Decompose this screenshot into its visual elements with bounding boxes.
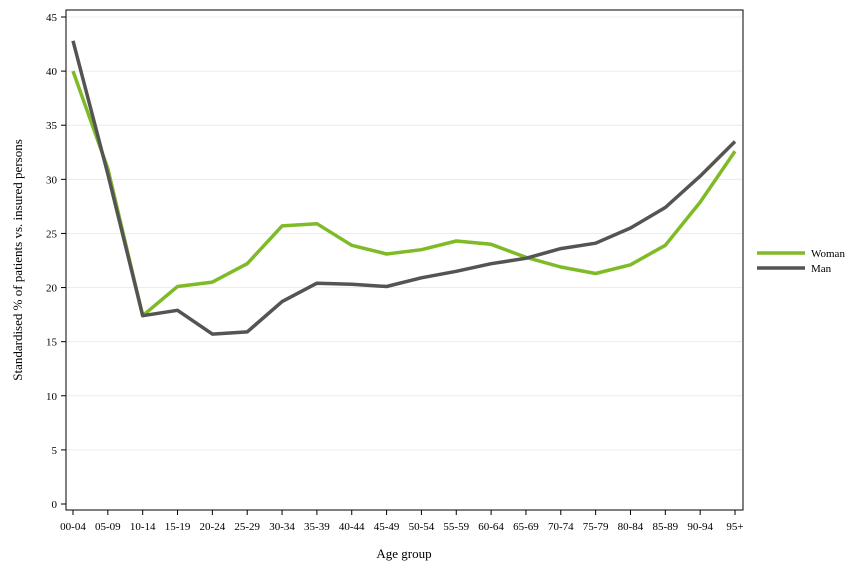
y-tick-label: 5 xyxy=(52,445,58,457)
x-tick-label: 75-79 xyxy=(583,521,609,533)
plot-frame xyxy=(65,9,744,511)
x-tick-label: 00-04 xyxy=(60,521,86,533)
x-tick-label: 85-89 xyxy=(652,521,678,533)
x-tick-label: 20-24 xyxy=(200,521,226,533)
series-line-man xyxy=(71,40,737,336)
x-tick-label: 10-14 xyxy=(130,521,156,533)
y-tick-label: 35 xyxy=(46,120,58,132)
y-axis-ticks: 0 5 10 15 20 25 30 35 40 45 xyxy=(46,12,66,511)
x-tick-label: 65-69 xyxy=(513,521,539,533)
x-tick-label: 30-34 xyxy=(269,521,295,533)
x-tick-label: 90-94 xyxy=(687,521,713,533)
series-line-woman xyxy=(71,70,737,318)
y-tick-label: 45 xyxy=(46,12,58,24)
x-tick-label: 95+ xyxy=(726,521,743,533)
legend-label-woman: Woman xyxy=(811,248,845,260)
y-tick-label: 30 xyxy=(46,174,58,186)
x-tick-label: 25-29 xyxy=(234,521,260,533)
y-tick-label: 25 xyxy=(46,228,58,240)
x-tick-label: 40-44 xyxy=(339,521,365,533)
x-tick-label: 45-49 xyxy=(374,521,400,533)
legend-label-man: Man xyxy=(811,263,832,275)
y-axis-title: Standardised % of patients vs. insured p… xyxy=(10,139,25,381)
y-tick-label: 40 xyxy=(46,66,58,78)
x-axis-title: Age group xyxy=(376,546,431,561)
x-tick-label: 60-64 xyxy=(478,521,504,533)
x-tick-label: 05-09 xyxy=(95,521,121,533)
x-tick-label: 55-59 xyxy=(443,521,469,533)
x-axis-ticks: 00-04 05-09 10-14 15-19 20-24 25-29 30-34 35-39… xyxy=(60,510,744,533)
series-lines xyxy=(71,40,737,336)
y-tick-label: 20 xyxy=(46,283,58,295)
x-tick-label: 80-84 xyxy=(618,521,644,533)
legend: Woman Man xyxy=(757,248,845,275)
x-tick-label: 35-39 xyxy=(304,521,330,533)
y-tick-label: 15 xyxy=(46,337,58,349)
y-tick-label: 10 xyxy=(46,391,58,403)
x-tick-label: 15-19 xyxy=(165,521,191,533)
x-tick-label: 50-54 xyxy=(409,521,435,533)
y-tick-label: 0 xyxy=(52,499,58,511)
gridlines xyxy=(67,16,742,451)
x-tick-label: 70-74 xyxy=(548,521,574,533)
